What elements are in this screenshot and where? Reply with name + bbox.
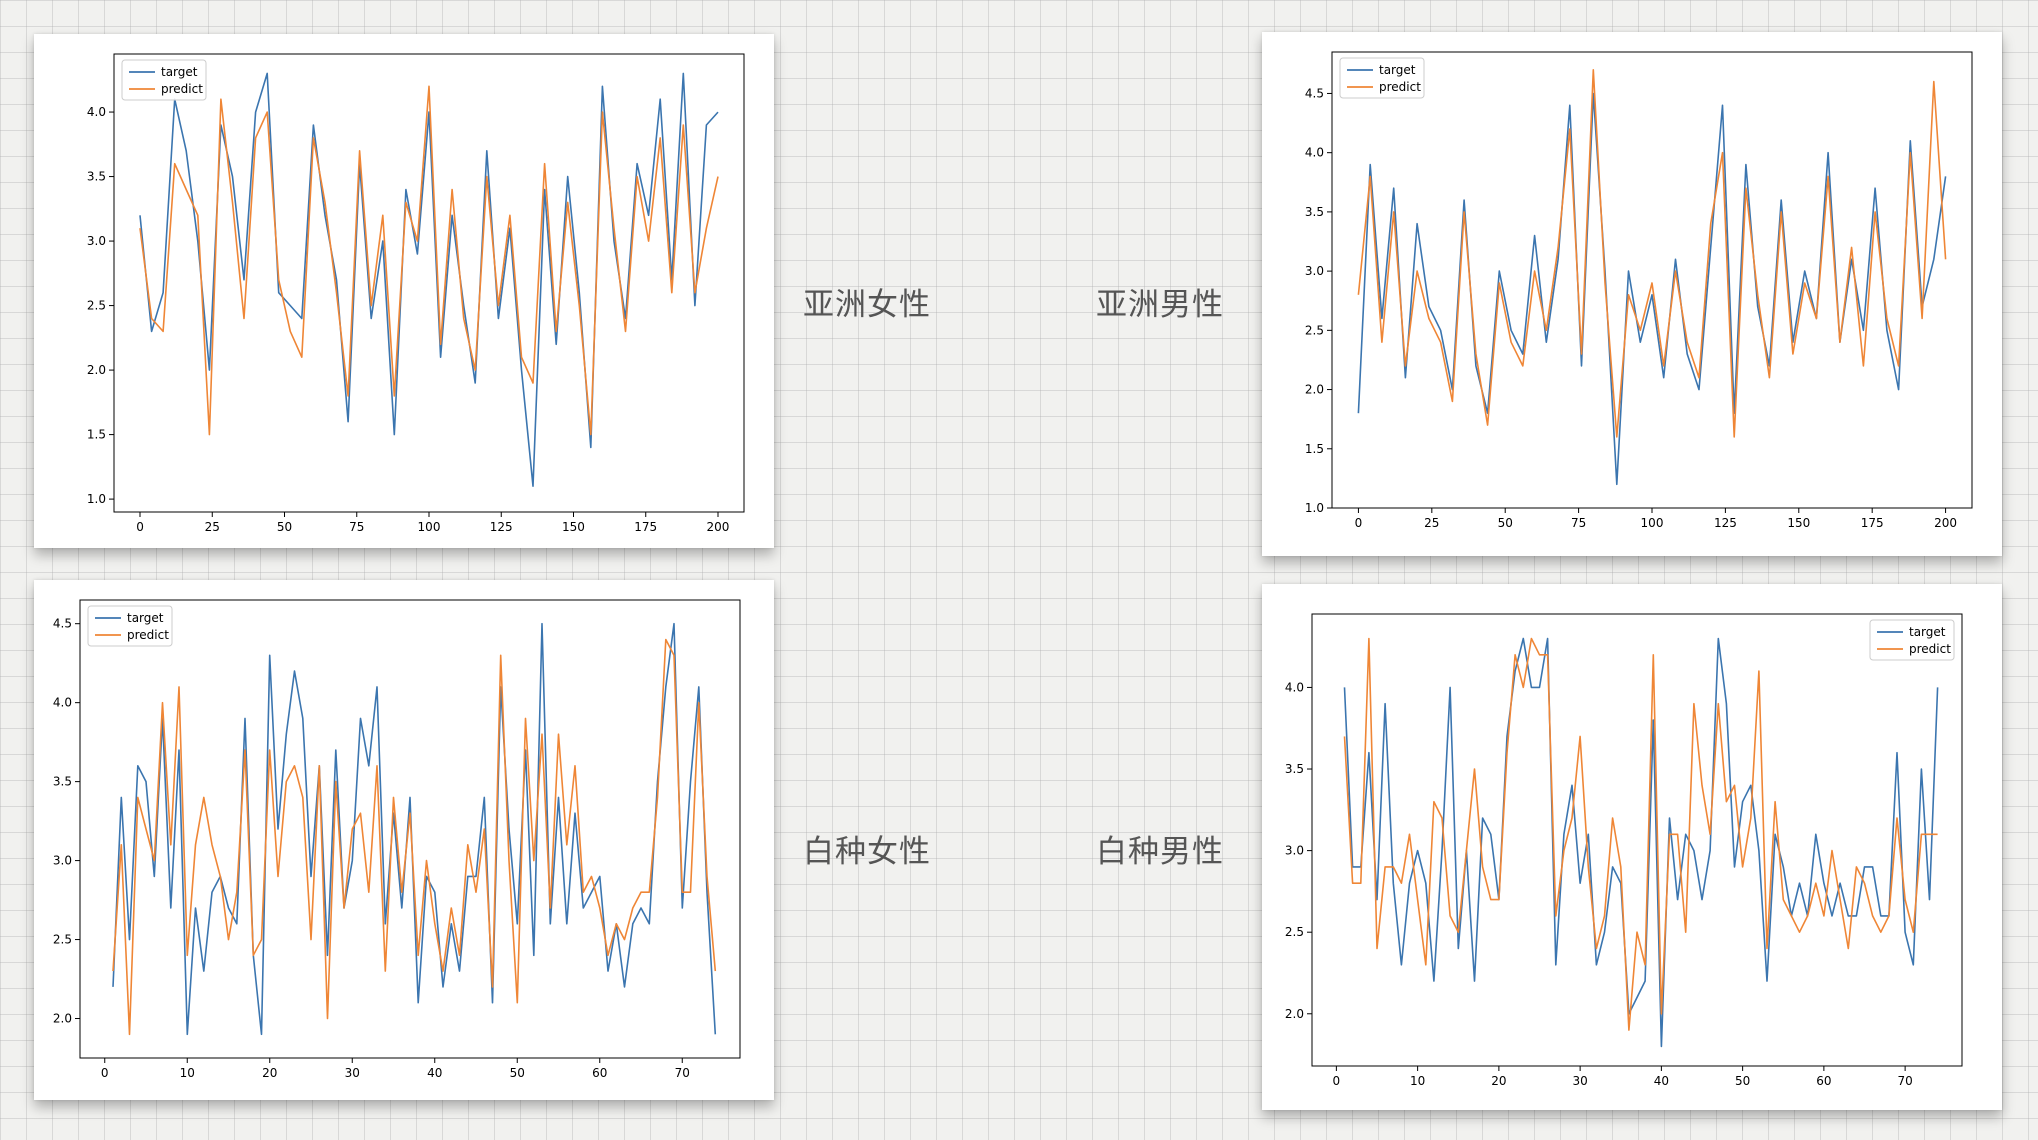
legend-box [121, 59, 207, 101]
y-tick-label: 1.5 [87, 428, 106, 442]
y-tick-label: 2.5 [1305, 323, 1324, 337]
x-tick-label: 70 [675, 1066, 690, 1080]
caption-asian-female: 亚洲女性 [803, 287, 931, 323]
x-tick-label: 25 [1424, 516, 1439, 530]
legend-box [1869, 619, 1955, 661]
line-chart-asian-male: 0 25 50 75 100 125 150 175 200 1.0 1.5 2.0 2.5 3.0 3.5… [1305, 51, 1973, 530]
y-tick-label: 3.0 [1305, 264, 1324, 278]
y-tick-label: 3.0 [53, 854, 72, 868]
legend-label-predict: predict [1379, 80, 1421, 94]
x-tick-label: 125 [490, 520, 513, 534]
legend: target predict [1339, 57, 1425, 99]
x-tick-label: 25 [205, 520, 220, 534]
y-tick-label: 4.0 [1285, 680, 1304, 694]
x-tick-label: 70 [1897, 1074, 1912, 1088]
legend: target predict [121, 59, 207, 101]
x-tick-label: 10 [1410, 1074, 1425, 1088]
series-line-predict [1343, 637, 1938, 1031]
x-tick-label: 60 [592, 1066, 607, 1080]
x-tick-label: 175 [1861, 516, 1884, 530]
x-tick-label: 0 [1333, 1074, 1341, 1088]
chart-card-asian-male: 0 25 50 75 100 125 150 175 200 1.0 1.5 2.0 2.5 3.0 3.5… [1262, 32, 2002, 556]
line-chart-white-male: 0 10 20 30 40 50 60 70 2.0 2.5 3.0 3.5 4.0 target pred… [1285, 613, 1963, 1088]
caption-white-male: 白种男性 [1096, 834, 1224, 870]
series-line-predict [112, 638, 717, 1036]
legend: target predict [1869, 619, 1955, 661]
series-line-target [139, 72, 719, 487]
x-tick-label: 50 [1498, 516, 1513, 530]
y-tick-label: 2.5 [53, 933, 72, 947]
line-chart-asian-female: 0 25 50 75 100 125 150 175 200 1.0 1.5 2.0 2.5 3.0 3.5… [87, 53, 745, 534]
x-tick-label: 20 [262, 1066, 277, 1080]
series-line-predict [1357, 69, 1947, 438]
legend-label-target: target [1909, 625, 1946, 639]
legend-label-target: target [127, 611, 164, 625]
x-tick-label: 50 [1735, 1074, 1750, 1088]
y-tick-label: 3.5 [1285, 762, 1304, 776]
y-tick-label: 2.0 [87, 363, 106, 377]
x-tick-label: 125 [1714, 516, 1737, 530]
x-tick-label: 150 [562, 520, 585, 534]
y-tick-label: 3.0 [1285, 844, 1304, 858]
y-tick-label: 2.0 [53, 1012, 72, 1026]
x-tick-label: 100 [418, 520, 441, 534]
x-tick-label: 50 [510, 1066, 525, 1080]
y-tick-label: 2.0 [1285, 1007, 1304, 1021]
legend-label-target: target [161, 65, 198, 79]
x-tick-label: 0 [101, 1066, 109, 1080]
x-tick-label: 30 [345, 1066, 360, 1080]
x-tick-label: 60 [1816, 1074, 1831, 1088]
chart-card-white-male: 0 10 20 30 40 50 60 70 2.0 2.5 3.0 3.5 4.0 target pred… [1262, 584, 2002, 1110]
legend-label-predict: predict [127, 628, 169, 642]
legend: target predict [87, 605, 173, 647]
x-tick-label: 200 [707, 520, 730, 534]
x-tick-label: 20 [1491, 1074, 1506, 1088]
legend-label-predict: predict [161, 82, 203, 96]
y-tick-label: 2.5 [87, 299, 106, 313]
chart-card-white-female: 0 10 20 30 40 50 60 70 2.0 2.5 3.0 3.5 4.0 4.5 target p… [34, 580, 774, 1100]
x-tick-label: 40 [1654, 1074, 1669, 1088]
x-tick-label: 175 [634, 520, 657, 534]
legend-label-target: target [1379, 63, 1416, 77]
y-tick-label: 4.5 [1305, 86, 1324, 100]
legend-box [1339, 57, 1425, 99]
x-tick-label: 100 [1641, 516, 1664, 530]
x-tick-label: 150 [1787, 516, 1810, 530]
y-tick-label: 1.0 [1305, 501, 1324, 515]
legend-box [87, 605, 173, 647]
plot-frame [1311, 613, 1963, 1067]
x-tick-label: 30 [1572, 1074, 1587, 1088]
x-tick-label: 0 [1355, 516, 1363, 530]
series-line-target [112, 622, 717, 1036]
caption-white-female: 白种女性 [803, 834, 931, 870]
plot-frame [1331, 51, 1973, 509]
y-tick-label: 2.5 [1285, 925, 1304, 939]
legend-label-predict: predict [1909, 642, 1951, 656]
line-chart-white-female: 0 10 20 30 40 50 60 70 2.0 2.5 3.0 3.5 4.0 4.5 target p… [53, 599, 741, 1080]
caption-asian-male: 亚洲男性 [1096, 287, 1224, 323]
series-line-target [1357, 92, 1947, 486]
x-tick-label: 0 [136, 520, 144, 534]
series-line-target [1343, 637, 1939, 1048]
y-tick-label: 3.0 [87, 234, 106, 248]
x-tick-label: 75 [349, 520, 364, 534]
y-tick-label: 4.0 [53, 696, 72, 710]
x-tick-label: 40 [427, 1066, 442, 1080]
x-tick-label: 200 [1934, 516, 1957, 530]
y-tick-label: 2.0 [1305, 383, 1324, 397]
y-tick-label: 3.5 [1305, 205, 1324, 219]
series-line-predict [139, 85, 719, 436]
y-tick-label: 4.0 [1305, 146, 1324, 160]
y-tick-label: 3.5 [53, 775, 72, 789]
chart-card-asian-female: 0 25 50 75 100 125 150 175 200 1.0 1.5 2.0 2.5 3.0 3.5… [34, 34, 774, 548]
plot-frame [79, 599, 741, 1059]
x-tick-label: 10 [180, 1066, 195, 1080]
y-tick-label: 4.5 [53, 617, 72, 631]
x-tick-label: 50 [277, 520, 292, 534]
x-tick-label: 75 [1571, 516, 1586, 530]
y-tick-label: 1.0 [87, 492, 106, 506]
y-tick-label: 4.0 [87, 105, 106, 119]
y-tick-label: 1.5 [1305, 442, 1324, 456]
y-tick-label: 3.5 [87, 170, 106, 184]
